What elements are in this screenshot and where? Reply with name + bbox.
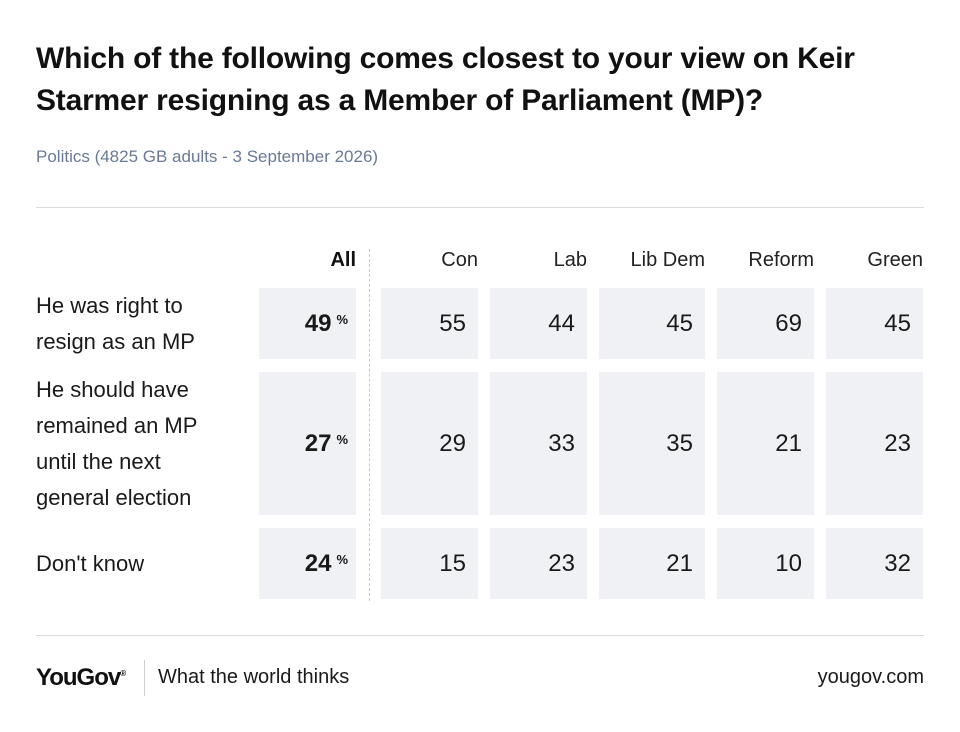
cell-all-value: 27%	[259, 372, 356, 515]
column-header-con: Con	[441, 249, 478, 271]
cell-all-value: 49%	[259, 288, 356, 359]
cell-value-lab: 33	[490, 372, 587, 515]
value-text: 49	[304, 309, 332, 337]
cell-value-lib-dem: 35	[599, 372, 705, 515]
all-column-divider	[369, 249, 370, 601]
value-text: 29	[439, 429, 466, 457]
column-header-reform: Reform	[748, 249, 814, 271]
cell-value-reform: 10	[717, 528, 814, 599]
cell-value-reform: 21	[717, 372, 814, 515]
cell-value-con: 15	[381, 528, 478, 599]
row-label: Don't know	[36, 550, 145, 576]
value-text: 27	[304, 429, 332, 457]
percent-sign: %	[336, 552, 348, 567]
cell-value-green: 45	[826, 288, 923, 359]
column-header-green: Green	[867, 249, 923, 271]
cell-value-con: 29	[381, 372, 478, 515]
cell-all-value: 24%	[259, 528, 356, 599]
value-text: 15	[439, 549, 466, 577]
column-header-lab: Lab	[553, 249, 587, 271]
percent-sign: %	[336, 432, 348, 447]
value-text: 35	[666, 429, 693, 457]
value-text: 69	[775, 309, 802, 337]
row-label: He should have remained an MP until the ne…	[36, 376, 198, 510]
value-text: 45	[666, 309, 693, 337]
bottom-divider	[36, 635, 924, 636]
logo-wordmark: YouGov	[36, 664, 121, 691]
column-header-lib-dem: Lib Dem	[630, 249, 705, 271]
row-label: He was right to resign as an MP	[36, 292, 195, 354]
value-text: 33	[548, 429, 575, 457]
value-text: 23	[884, 429, 911, 457]
cell-value-lab: 23	[490, 528, 587, 599]
cell-value-reform: 69	[717, 288, 814, 359]
cell-value-con: 55	[381, 288, 478, 359]
value-text: 21	[775, 429, 802, 457]
value-text: 44	[548, 309, 575, 337]
value-text: 32	[884, 549, 911, 577]
column-header-all: All	[330, 249, 356, 271]
cell-value-lib-dem: 21	[599, 528, 705, 599]
chart-subtitle: Politics (4825 GB adults - 3 September 2…	[36, 147, 379, 166]
top-divider	[36, 207, 924, 208]
value-text: 24	[304, 549, 332, 577]
value-text: 23	[548, 549, 575, 577]
footer-url: yougov.com	[817, 666, 924, 688]
cell-value-green: 32	[826, 528, 923, 599]
footer-tagline: What the world thinks	[158, 666, 350, 688]
yougov-logo: YouGov®	[36, 664, 126, 692]
value-text: 45	[884, 309, 911, 337]
percent-sign: %	[336, 312, 348, 327]
registered-mark: ®	[120, 669, 127, 678]
footer-separator	[144, 660, 145, 696]
cell-value-lib-dem: 45	[599, 288, 705, 359]
value-text: 10	[775, 549, 802, 577]
cell-value-lab: 44	[490, 288, 587, 359]
value-text: 21	[666, 549, 693, 577]
chart-title: Which of the following comes closest to …	[36, 42, 855, 117]
value-text: 55	[439, 309, 466, 337]
cell-value-green: 23	[826, 372, 923, 515]
